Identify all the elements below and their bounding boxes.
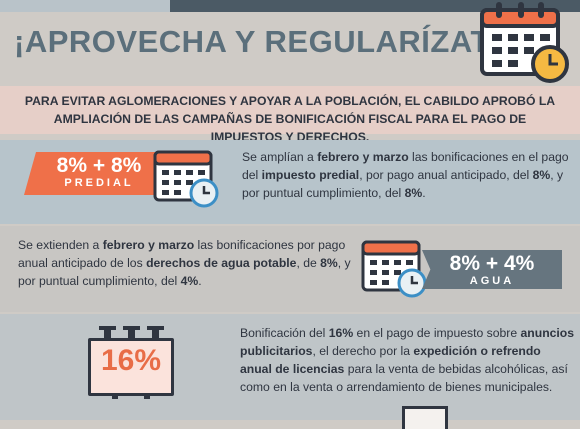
body-text: .: [422, 186, 426, 200]
top-decor-strip: [0, 0, 580, 12]
intro-text: Para evitar aglomeraciones y apoyar a la…: [24, 94, 556, 144]
billboard-lights: [98, 326, 164, 340]
body-text: Se amplían a: [242, 150, 318, 164]
predial-description: Se amplían a febrero y marzo las bonific…: [242, 148, 572, 202]
billboard-light: [147, 326, 164, 340]
predial-tag-label: PREDIAL: [64, 177, 134, 189]
body-text: , y por puntual cumplimiento, del: [18, 256, 351, 288]
body-text: en el pago de impuesto sobre: [353, 326, 521, 340]
body-text: .: [198, 274, 202, 288]
body-text: Bonificación del: [240, 326, 329, 340]
calendar-clock-icon: [361, 240, 427, 298]
emphasis-text: expedición o refrendo anual de licencias: [240, 344, 541, 376]
document-icon: [402, 406, 448, 429]
predial-tag-value: 8% + 8%: [56, 154, 142, 177]
body-text: las bonificaciones en el pago del: [242, 150, 569, 182]
emphasis-text: febrero y marzo: [317, 150, 409, 164]
emphasis-text: febrero y marzo: [102, 238, 195, 252]
body-text: , de: [296, 256, 321, 270]
predial-tag: 8% + 8% PREDIAL: [24, 152, 174, 195]
top-decor-dark: [170, 0, 580, 12]
billboard-icon: 16%: [88, 326, 174, 399]
emphasis-text: 4%: [180, 274, 199, 288]
billboard-light: [99, 326, 116, 340]
emphasis-text: 8%: [404, 186, 423, 200]
agua-tag-value: 8% + 4%: [449, 252, 535, 275]
body-text: para la venta de bebidas alcohólicas, as…: [240, 362, 568, 394]
page-title: ¡APROVECHA Y REGULARÍZATE!: [14, 24, 522, 59]
anuncios-description: Bonificación del 16% en el pago de impue…: [240, 324, 575, 396]
emphasis-text: impuesto predial: [261, 168, 360, 182]
billboard-post: [112, 393, 118, 399]
agua-tag: 8% + 4% AGUA: [422, 250, 562, 289]
body-text: Se extienden a: [18, 238, 103, 252]
intro-banner: Para evitar aglomeraciones y apoyar a la…: [0, 86, 580, 144]
emphasis-text: anuncios publicitarios: [240, 326, 575, 358]
body-text: , por pago anual anticipado, del: [359, 168, 533, 182]
body-text: , y por puntual cumplimiento, del: [242, 168, 564, 200]
emphasis-text: 16%: [328, 326, 354, 340]
body-text: , el derecho por la: [312, 344, 414, 358]
anuncios-badge: 16%: [100, 344, 162, 377]
body-text: las bonificaciones por pago anual antici…: [18, 238, 346, 270]
billboard-post: [144, 393, 150, 399]
agua-tag-label: AGUA: [469, 275, 515, 287]
calendar-clock-icon: [480, 2, 569, 83]
billboard-light: [123, 326, 140, 340]
calendar-clock-icon: [153, 150, 219, 208]
agua-description: Se extienden a febrero y marzo las bonif…: [18, 236, 358, 290]
emphasis-text: derechos de agua potable: [146, 256, 297, 270]
billboard-panel: [88, 338, 174, 396]
emphasis-text: 8%: [532, 168, 551, 182]
emphasis-text: 8%: [320, 256, 338, 270]
